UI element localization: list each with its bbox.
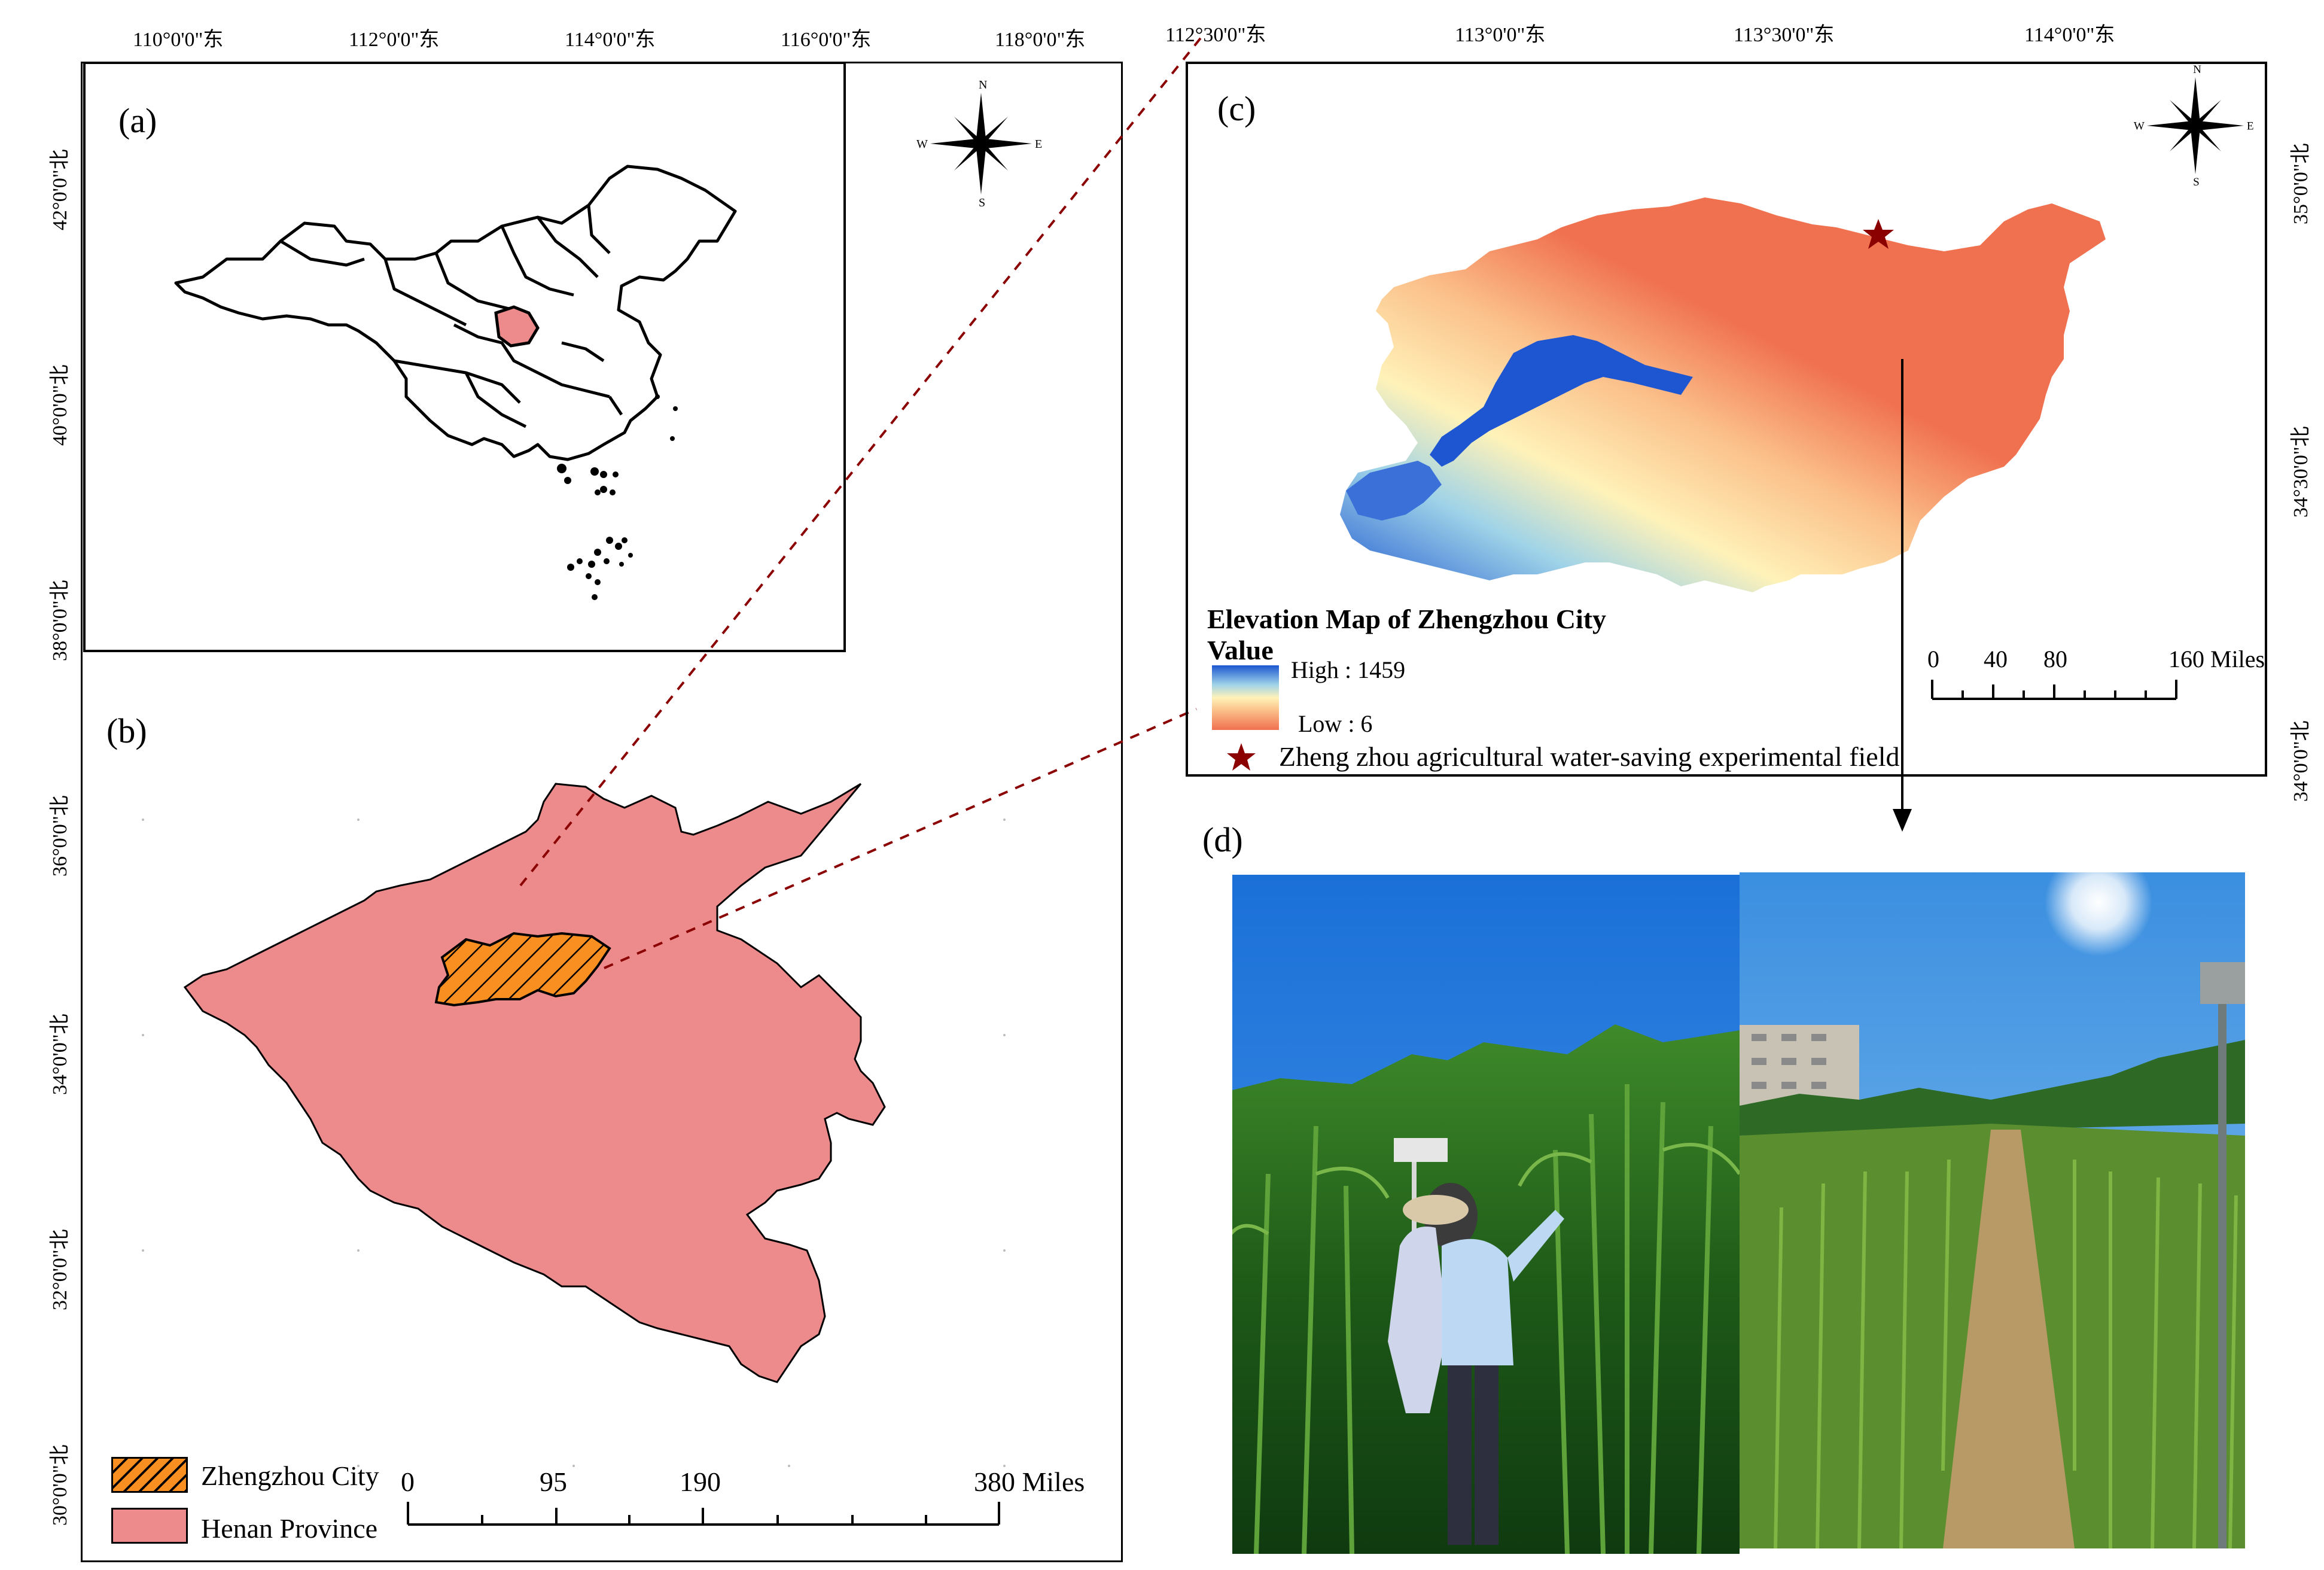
zhengzhou-elevation-shape <box>1340 197 2106 592</box>
legend-label-henan: Henan Province <box>201 1513 378 1544</box>
compass-w: W <box>916 138 928 151</box>
legend-swatch-zhengzhou <box>111 1457 188 1493</box>
scale-b-label: 95 <box>540 1466 567 1497</box>
zhengzhou-city-shape <box>434 932 611 1007</box>
elevation-low: Low : 6 <box>1298 710 1373 737</box>
compass-rose-left: N S E W <box>916 78 1042 209</box>
compass-s: S <box>979 196 985 209</box>
scale-b-label: 380 Miles <box>974 1466 1085 1497</box>
mountain-blue-region <box>1430 335 1693 467</box>
svg-text:E: E <box>2247 120 2254 133</box>
right-top-tick: 113°30'0"东 <box>1734 24 1835 46</box>
right-side-tick: 34°0'0"北 <box>2290 720 2312 802</box>
left-top-tick: 110°0'0"东 <box>133 29 224 51</box>
scale-c-label: 0 <box>1927 646 1939 673</box>
scale-bar-b <box>407 1502 1000 1526</box>
left-top-tick: 116°0'0"东 <box>781 29 872 51</box>
elevation-map <box>1340 197 2106 592</box>
scale-bar-c <box>1931 680 2177 700</box>
scale-c-label: 160 Miles <box>2168 646 2265 673</box>
left-top-tick: 112°0'0"东 <box>349 29 440 51</box>
compass-n: N <box>979 78 987 92</box>
site-arrow <box>1893 359 1912 832</box>
province-line <box>279 205 623 428</box>
scale-b-label: 0 <box>401 1466 415 1497</box>
elevation-title: Elevation Map of Zhengzhou City <box>1207 604 1607 634</box>
scale-c-label: 80 <box>2043 646 2067 673</box>
field-photo-right <box>1740 872 2245 1548</box>
svg-text:W: W <box>2134 120 2145 133</box>
henan-map <box>183 783 886 1383</box>
panel-c-letter: (c) <box>1217 89 1256 128</box>
site-marker <box>1863 219 1894 249</box>
legend-swatch-henan <box>111 1508 188 1544</box>
right-side-tick: 35°0'0"北 <box>2290 143 2312 224</box>
panel-a-frame <box>83 62 846 652</box>
elevation-colorbar <box>1212 665 1279 730</box>
panel-c-frame <box>1186 62 2267 777</box>
right-side-tick: 34°30'0"北 <box>2290 426 2312 518</box>
panel-d-letter: (d) <box>1202 820 1243 859</box>
elevation-value-label: Value <box>1207 635 1274 665</box>
svg-text:S: S <box>2193 176 2200 188</box>
scale-c-label: 40 <box>1984 646 2008 673</box>
field-photo-left <box>1232 875 1740 1554</box>
china-map <box>174 165 737 600</box>
panel-a-letter: (a) <box>118 101 157 140</box>
panel-b-letter: (b) <box>106 711 147 750</box>
legend-label-zhengzhou: Zhengzhou City <box>201 1461 379 1491</box>
svg-text:N: N <box>2193 63 2201 76</box>
site-legend-label: Zheng zhou agricultural water-saving exp… <box>1279 741 1900 772</box>
right-top-tick: 113°0'0"东 <box>1455 24 1546 46</box>
left-top-tick: 118°0'0"东 <box>995 29 1086 51</box>
compass-e: E <box>1035 138 1042 151</box>
mountain-blue-west <box>1346 461 1442 521</box>
scale-b-label: 190 <box>680 1466 721 1497</box>
henan-in-china <box>494 305 540 348</box>
left-top-tick: 114°0'0"东 <box>565 29 656 51</box>
right-top-tick: 114°0'0"东 <box>2024 24 2115 46</box>
elevation-high: High : 1459 <box>1291 656 1406 683</box>
henan-province <box>183 783 886 1383</box>
compass-rose-right: N S E W <box>2134 63 2254 188</box>
right-top-tick: 112°30'0"东 <box>1165 24 1266 46</box>
site-legend-star <box>1227 743 1256 771</box>
